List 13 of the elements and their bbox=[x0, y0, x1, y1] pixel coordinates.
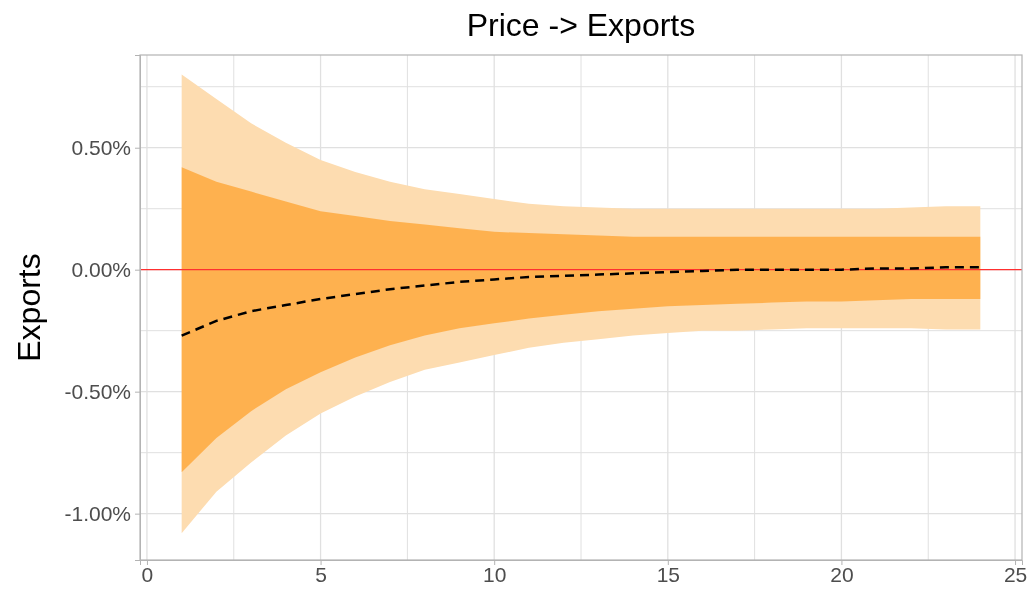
chart-title: Price -> Exports bbox=[466, 7, 696, 43]
y-tick-label: -0.50% bbox=[64, 379, 131, 403]
x-tick-label: 15 bbox=[656, 562, 680, 586]
y-tick-label: 0.00% bbox=[71, 257, 131, 281]
y-tick-label: -1.00% bbox=[64, 501, 131, 525]
y-axis-title: Exports bbox=[11, 253, 47, 362]
line-series bbox=[180, 266, 982, 337]
x-tick-label: 0 bbox=[141, 562, 154, 586]
x-tick-label: 20 bbox=[830, 562, 854, 586]
x-tick-label: 10 bbox=[483, 562, 507, 586]
x-tick-label: 25 bbox=[1003, 562, 1028, 586]
y-tick-label: 0.50% bbox=[71, 135, 131, 159]
x-tick-label: 5 bbox=[315, 562, 327, 586]
